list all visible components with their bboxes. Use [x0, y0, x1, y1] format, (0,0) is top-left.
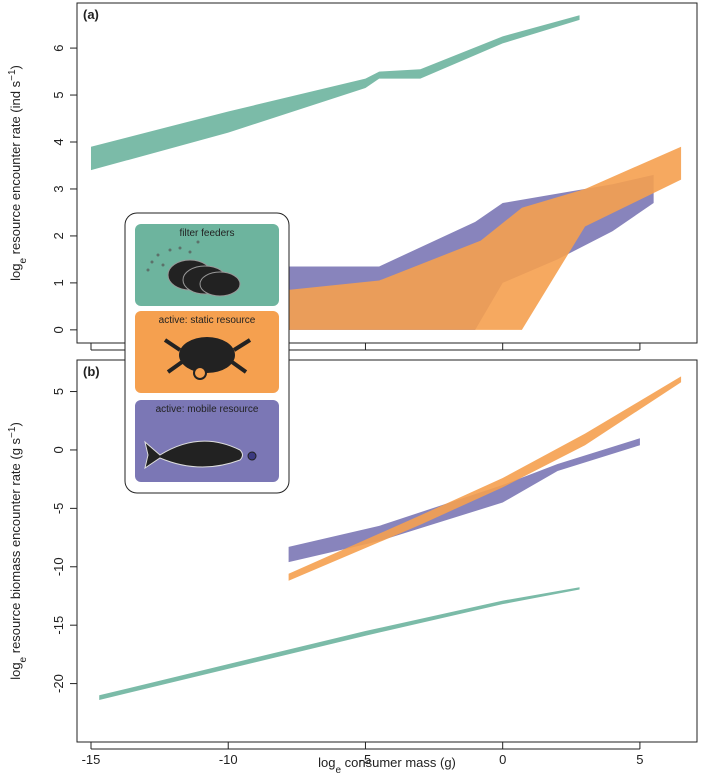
legend-label: filter feeders	[179, 228, 234, 239]
label-part: log	[8, 662, 23, 679]
y-tick-label: 4	[51, 138, 66, 145]
x-tick-label: 5	[636, 752, 643, 767]
y-tick-label: 5	[51, 388, 66, 395]
label-part: e	[18, 258, 29, 264]
y-tick-label: 6	[51, 44, 66, 51]
fish-icon	[144, 440, 257, 470]
label-part: e	[18, 656, 29, 662]
label-part: consumer mass (g)	[341, 755, 456, 770]
y-tick-label: 1	[51, 279, 66, 286]
y-tick-label: 0	[51, 446, 66, 453]
label-part: resource biomass encounter rate (g s	[8, 437, 23, 656]
label-part: log	[8, 264, 23, 281]
legend: filter feeders active: static resource a…	[124, 212, 290, 494]
y-tick-label: 2	[51, 232, 66, 239]
legend-label: active: mobile resource	[156, 404, 259, 415]
y-tick-label: 0	[51, 326, 66, 333]
label-part: resource encounter rate (ind s	[8, 80, 23, 258]
label-part: )	[8, 422, 23, 426]
x-tick-label: -10	[219, 752, 238, 767]
y-tick-label: 3	[51, 185, 66, 192]
band	[288, 376, 682, 581]
y-tick-label: 5	[51, 91, 66, 98]
panel-label: (a)	[83, 7, 99, 22]
band	[288, 146, 682, 330]
y-tick-label: -10	[51, 557, 66, 576]
label-part: log	[318, 755, 335, 770]
axis-label: loge consumer mass (g)	[318, 755, 456, 773]
axis-label: loge resource biomass encounter rate (g …	[7, 422, 29, 680]
plot-frame	[76, 359, 698, 743]
label-part: −1	[7, 426, 18, 438]
band	[90, 15, 580, 171]
band	[99, 587, 580, 700]
plot-frame	[76, 2, 698, 344]
y-tick-label: -5	[51, 503, 66, 515]
legend-label: active: static resource	[159, 315, 256, 326]
x-tick-label: 0	[499, 752, 506, 767]
y-tick-label: -15	[51, 616, 66, 635]
panel-label: (b)	[83, 364, 100, 379]
x-tick-label: -5	[360, 752, 372, 767]
mussel-icon	[146, 240, 241, 297]
y-tick-label: -20	[51, 674, 66, 693]
label-part: e	[335, 765, 341, 773]
x-tick-label: -15	[82, 752, 101, 767]
crab-icon	[163, 337, 252, 380]
label-part: )	[8, 65, 23, 69]
panel: (a) 0 1 2 3 4 5 6 loge resource encounter rate (…	[7, 2, 698, 351]
label-part: −1	[7, 69, 18, 81]
axis-label: loge resource encounter rate (ind s−1)	[7, 65, 29, 281]
